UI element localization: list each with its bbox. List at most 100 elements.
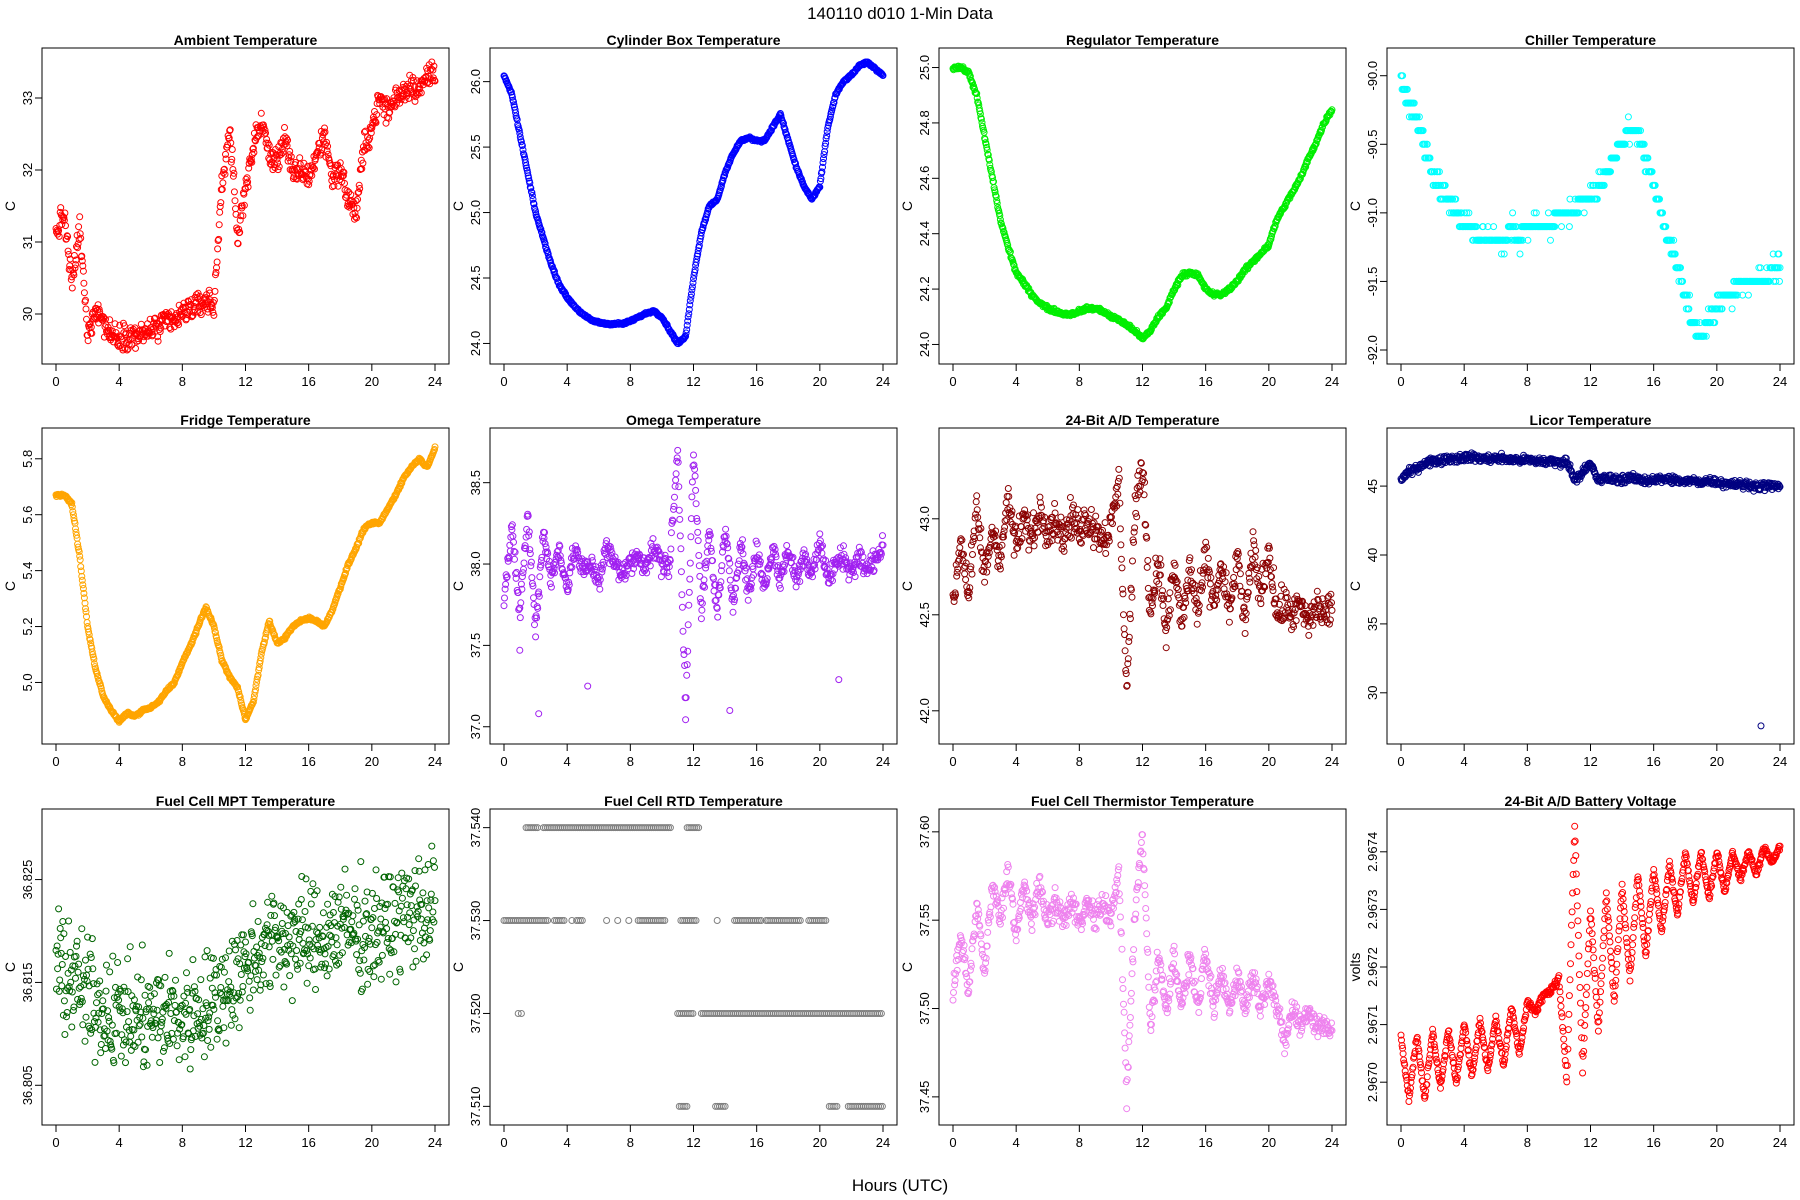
data-point [190, 302, 198, 310]
data-point [277, 150, 285, 158]
data-point [234, 240, 242, 248]
data-point [821, 142, 829, 150]
x-tick-label: 16 [1198, 374, 1212, 389]
data-point [1286, 194, 1294, 202]
data-point [64, 247, 72, 255]
data-point [161, 322, 169, 330]
data-point [232, 210, 240, 218]
data-point [237, 212, 245, 220]
y-tick-label: 25.0 [917, 55, 932, 80]
data-point [508, 93, 516, 101]
data-point [1410, 99, 1418, 107]
data-point [74, 240, 82, 248]
data-point [689, 279, 697, 287]
data-point [197, 311, 205, 319]
data-point [61, 209, 69, 217]
data-point [1551, 223, 1559, 231]
data-point [122, 329, 130, 337]
data-point [204, 305, 212, 313]
data-point [261, 126, 269, 134]
data-point [331, 175, 338, 183]
data-point [693, 255, 701, 263]
data-point [879, 72, 887, 79]
data-point [1318, 126, 1325, 134]
data-point [324, 142, 332, 150]
data-point [120, 322, 128, 330]
y-tick-label: 5.8 [20, 450, 35, 468]
data-point [409, 74, 417, 81]
data-point [1413, 113, 1421, 121]
data-point [78, 257, 86, 265]
data-point [999, 225, 1007, 232]
data-point [976, 110, 984, 118]
data-point [209, 308, 217, 316]
data-point [350, 204, 358, 212]
data-point [1328, 106, 1336, 114]
data-point [287, 153, 295, 161]
data-point [359, 159, 367, 167]
data-point [321, 124, 328, 132]
data-point [247, 155, 255, 163]
data-point [86, 320, 94, 327]
data-point [522, 162, 530, 170]
y-tick-label: 25.5 [468, 134, 483, 159]
data-point [225, 134, 233, 142]
x-tick-label: 16 [749, 374, 763, 389]
global-x-axis-label: Hours (UTC) [852, 1176, 948, 1195]
x-tick-label: 16 [749, 754, 763, 769]
data-point [553, 275, 561, 283]
data-point [248, 158, 256, 166]
data-point [820, 155, 827, 163]
data-point [284, 136, 292, 144]
data-point [215, 235, 223, 243]
data-point [819, 159, 827, 166]
y-tick-label: -90.0 [1365, 61, 1380, 91]
data-point [71, 264, 79, 272]
data-point [373, 100, 381, 107]
x-tick-label: 4 [564, 374, 571, 389]
data-point [684, 313, 692, 321]
x-tick-label: 24 [876, 754, 890, 769]
data-point [175, 321, 183, 329]
data-point [146, 315, 154, 323]
data-point [1509, 209, 1517, 217]
data-point [245, 164, 253, 172]
data-point [229, 166, 237, 173]
x-tick-label: 16 [301, 754, 315, 769]
data-point [1461, 209, 1469, 217]
data-point [214, 245, 222, 253]
data-point [405, 95, 413, 102]
x-tick-label: 0 [500, 754, 507, 769]
y-tick-label: 26.0 [468, 69, 483, 94]
data-point [229, 172, 237, 180]
data-point [518, 142, 526, 150]
x-tick-label: 8 [1076, 754, 1083, 769]
data-point [70, 252, 78, 259]
data-point [1519, 236, 1527, 244]
data-point [323, 147, 331, 155]
x-tick-label: 0 [52, 754, 59, 769]
y-tick-label: 30 [20, 307, 35, 321]
data-point [1465, 209, 1473, 217]
data-point [227, 158, 235, 166]
data-point [311, 165, 318, 173]
data-point [383, 95, 391, 103]
data-point [156, 328, 164, 336]
data-point [320, 129, 328, 137]
data-point [541, 240, 549, 248]
data-point [683, 326, 691, 334]
data-point [250, 149, 258, 156]
data-point [983, 146, 991, 154]
data-point [222, 150, 229, 158]
data-point [317, 149, 325, 157]
data-point [279, 149, 287, 156]
data-point [829, 102, 837, 110]
data-point [700, 219, 708, 227]
data-point [1558, 223, 1565, 231]
data-point [993, 199, 1001, 207]
data-point [695, 242, 703, 250]
data-point [412, 93, 419, 101]
